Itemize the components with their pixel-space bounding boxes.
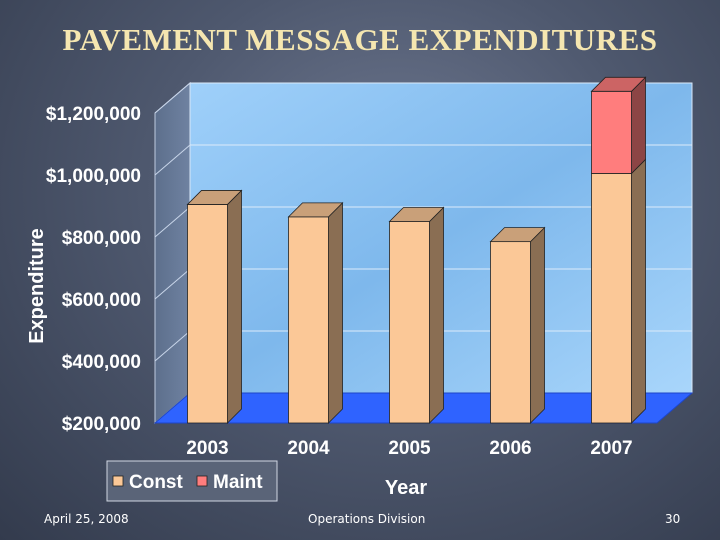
y-tick-labels: $200,000 $400,000 $600,000 $800,000 $1,000,0… — [46, 104, 141, 435]
slide-title: PAVEMENT MESSAGE EXPENDITURES — [62, 22, 658, 57]
gridline-side — [154, 82, 191, 114]
x-tick-label: 2004 — [287, 438, 330, 459]
x-tick-label: 2006 — [489, 438, 531, 459]
y-tick-label: $1,200,000 — [46, 104, 141, 125]
bar-const-2004 — [287, 201, 344, 424]
x-tick-label: 2005 — [388, 438, 431, 459]
bar-maint-2007 — [590, 76, 647, 175]
bar-const-2003 — [186, 189, 243, 424]
legend-label-maint: Maint — [213, 472, 263, 493]
legend-label-const: Const — [129, 472, 184, 493]
y-tick-label: $400,000 — [62, 352, 141, 373]
gridline-side — [154, 268, 191, 300]
gridline-side — [154, 206, 191, 238]
x-tick-labels: 2003 2004 2005 2006 2007 — [186, 438, 632, 459]
gridline-side — [154, 144, 191, 176]
x-axis-title: Year — [385, 477, 427, 499]
footer-division: Operations Division — [308, 512, 426, 526]
y-tick-label: $200,000 — [62, 414, 141, 435]
y-tick-label: $600,000 — [62, 290, 141, 311]
legend-box — [106, 460, 278, 502]
bar-const-2006 — [489, 226, 546, 424]
x-tick-label: 2003 — [186, 438, 228, 459]
legend-swatch-const — [112, 475, 124, 487]
y-tick-label: $1,000,000 — [46, 166, 141, 187]
gridline-side — [154, 330, 191, 362]
bar-const-2005 — [388, 206, 445, 424]
y-tick-label: $800,000 — [62, 228, 141, 249]
y-axis-title: Expenditure — [26, 228, 48, 344]
bars — [186, 76, 647, 424]
legend-swatch-maint — [196, 475, 208, 487]
footer-date: April 25, 2008 — [44, 512, 129, 526]
x-tick-label: 2007 — [590, 438, 632, 459]
footer-page-number: 30 — [665, 512, 681, 526]
plot-side-wall — [154, 81, 191, 425]
bar-const-2007 — [591, 158, 646, 424]
legend: Const Maint — [106, 460, 278, 502]
